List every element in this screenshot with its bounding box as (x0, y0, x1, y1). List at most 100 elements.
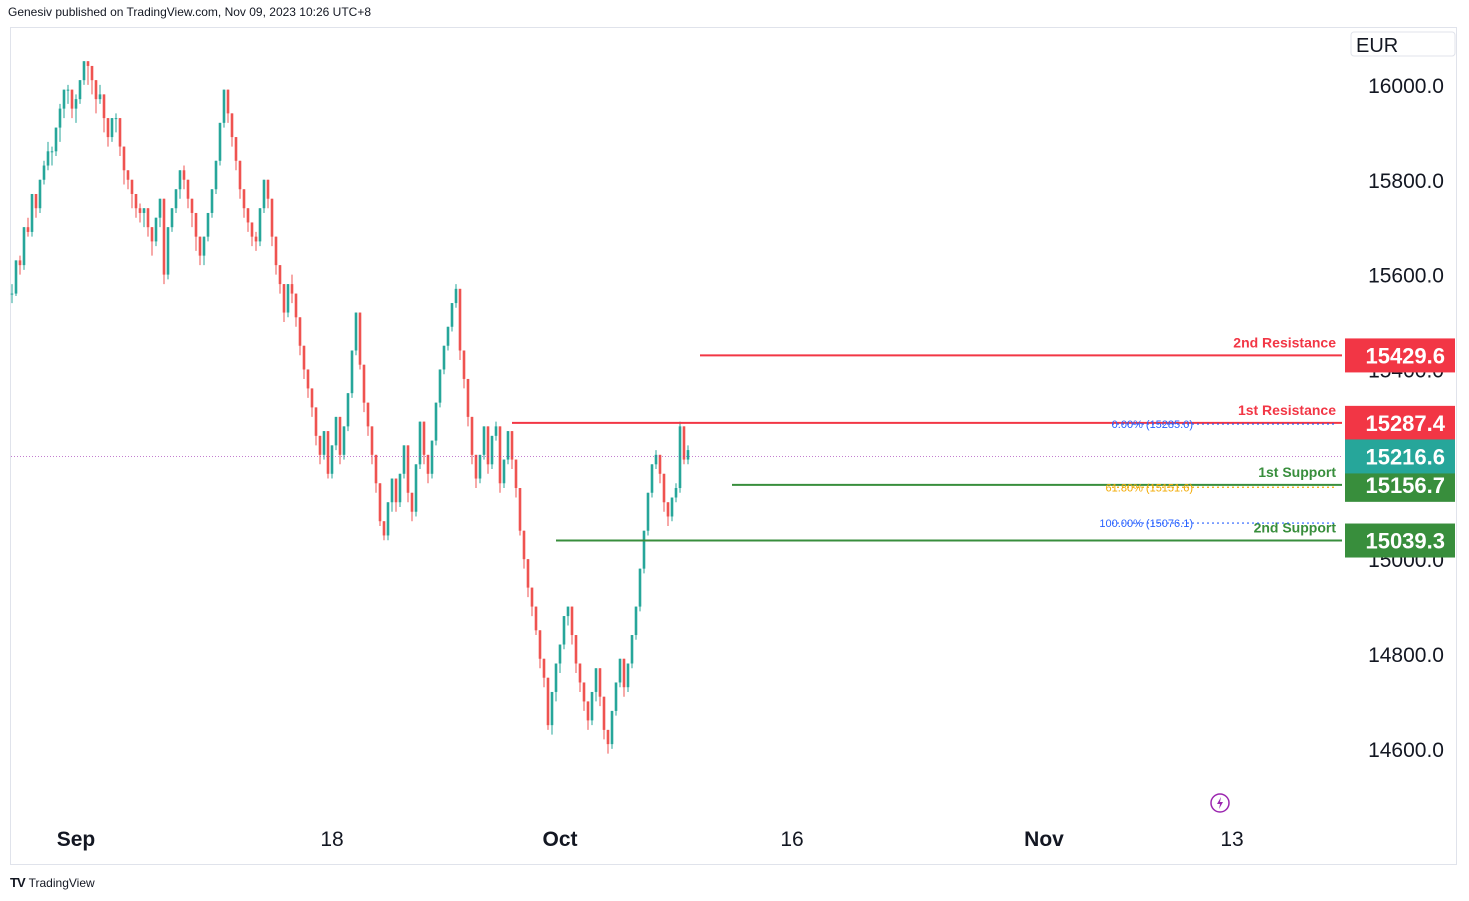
candle-body (630, 635, 634, 664)
candle-body (626, 663, 630, 688)
candle-body (242, 189, 246, 209)
candle-body (106, 118, 110, 138)
candle-body (502, 459, 506, 484)
candle-body (202, 236, 206, 256)
candle-body (22, 227, 26, 266)
candle-body (34, 193, 38, 209)
candle-body (58, 108, 62, 128)
x-tick-label: 16 (780, 828, 803, 851)
candle-body (306, 369, 310, 389)
candle-body (258, 208, 262, 242)
candle-body (142, 208, 146, 213)
candle-body (658, 454, 662, 474)
y-tick-label: 15800.0 (1368, 170, 1444, 193)
candle-body (466, 378, 470, 417)
candle-body (562, 616, 566, 645)
candle-body (322, 431, 326, 455)
candle-body (118, 118, 122, 147)
candle-body (38, 179, 42, 209)
candle-body (482, 426, 486, 455)
candle-body (634, 606, 638, 636)
candle-body (302, 345, 306, 370)
candle-body (618, 658, 622, 683)
currency-box (1350, 31, 1456, 57)
candle-body (370, 426, 374, 455)
x-tick-label: Sep (57, 828, 96, 851)
candle-body (582, 682, 586, 702)
candle-body (246, 208, 250, 223)
candle-body (654, 454, 658, 465)
candle-body (454, 288, 458, 304)
candle-body (130, 179, 134, 194)
candle-body (82, 61, 86, 81)
candle-body (174, 189, 178, 209)
candle-body (530, 587, 534, 607)
candle-body (26, 227, 30, 232)
candle-body (498, 426, 502, 484)
candle-body (354, 312, 358, 351)
candle-body (558, 644, 562, 664)
candle-body (518, 488, 522, 531)
candle-body (274, 236, 278, 266)
candle-body (330, 445, 334, 474)
candle-body (462, 350, 466, 379)
candle-body (402, 445, 406, 474)
candle-body (294, 293, 298, 318)
candle-body (70, 89, 74, 109)
candle-body (286, 284, 290, 313)
candle-body (598, 668, 602, 697)
misc (1210, 793, 1230, 813)
candle-body (686, 450, 690, 460)
candle-body (410, 492, 414, 512)
candle-body (74, 99, 78, 109)
level-price-tag: 15039.3 (1365, 529, 1445, 554)
chart-frame (10, 27, 1457, 865)
candle-body (86, 61, 90, 66)
candle-body (254, 236, 258, 242)
candle-body (622, 658, 626, 688)
x-tick-label: 18 (320, 828, 343, 851)
candle-body (478, 454, 482, 479)
candle-body (542, 658, 546, 678)
y-tick-label: 16000.0 (1368, 75, 1444, 98)
candle-body (394, 478, 398, 503)
candle-body (434, 402, 438, 441)
candle-body (378, 483, 382, 522)
candle-body (318, 435, 322, 455)
level-price-tag-bg (1345, 467, 1455, 502)
candle-body (102, 94, 106, 119)
candle-body (366, 402, 370, 427)
candle-body (546, 677, 550, 726)
candle-body (442, 345, 446, 370)
y-tick-label: 15600.0 (1368, 265, 1444, 288)
candle-body (198, 236, 202, 256)
candle-body (458, 288, 462, 351)
candle-body (610, 710, 614, 745)
candle-body (146, 208, 150, 228)
fib-label: 0.00% (15285.0) (1112, 419, 1193, 431)
candles (10, 61, 690, 754)
candle-body (390, 478, 394, 503)
candle-body (54, 127, 58, 152)
candle-body (218, 122, 222, 161)
candle-body (574, 635, 578, 664)
candle-body (550, 691, 554, 726)
candle-body (42, 165, 46, 180)
candle-body (290, 284, 294, 294)
candle-body (10, 293, 14, 295)
currency-label: EUR (1356, 35, 1398, 57)
lightning-bolt (1217, 797, 1223, 809)
level-price-tag: 15156.7 (1365, 473, 1445, 498)
candle-body (422, 421, 426, 455)
candle-body (114, 118, 118, 120)
level-price-tag: 15287.4 (1365, 411, 1445, 436)
candle-body (262, 179, 266, 209)
level-price-tag: 15429.6 (1365, 343, 1445, 368)
candle-body (642, 530, 646, 569)
candle-body (166, 227, 170, 275)
candle-body (210, 189, 214, 213)
candle-body (214, 160, 218, 190)
candle-body (222, 89, 226, 123)
level-name: 1st Resistance (1238, 402, 1336, 418)
